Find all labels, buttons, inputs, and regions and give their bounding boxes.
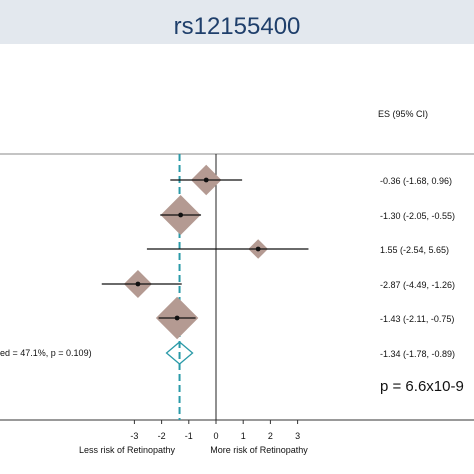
overall-estimate-label: -1.34 (-1.78, -0.89): [380, 349, 455, 359]
point-estimate: [255, 246, 261, 252]
estimate-label: -2.87 (-4.49, -1.26): [380, 280, 455, 290]
estimate-label: 1.55 (-2.54, 5.65): [380, 245, 449, 255]
point-estimate: [174, 315, 180, 321]
point-estimate: [178, 212, 184, 218]
point-estimate: [203, 177, 209, 183]
right-axis-label: More risk of Retinopathy: [210, 445, 308, 455]
x-tick-label: -3: [130, 431, 138, 441]
chart-title: rs12155400: [173, 13, 301, 40]
point-estimate: [135, 281, 141, 287]
estimate-label: -1.30 (-2.05, -0.55): [380, 211, 455, 221]
x-tick-label: -2: [158, 431, 166, 441]
x-tick-label: 3: [295, 431, 300, 441]
x-tick-label: 0: [213, 431, 218, 441]
overall-diamond: [165, 341, 194, 365]
estimate-label: -0.36 (-1.68, 0.96): [380, 176, 452, 186]
p-value-label: p = 6.6x10-9: [380, 378, 464, 395]
x-tick-label: 1: [241, 431, 246, 441]
heterogeneity-label: ed = 47.1%, p = 0.109): [0, 348, 92, 358]
estimate-label: -1.43 (-2.11, -0.75): [380, 314, 454, 324]
title-bar: [0, 0, 474, 44]
column-header: ES (95% CI): [378, 109, 428, 119]
x-tick-label: 2: [268, 431, 273, 441]
left-axis-label: Less risk of Retinopathy: [79, 445, 176, 455]
x-tick-label: -1: [185, 431, 193, 441]
